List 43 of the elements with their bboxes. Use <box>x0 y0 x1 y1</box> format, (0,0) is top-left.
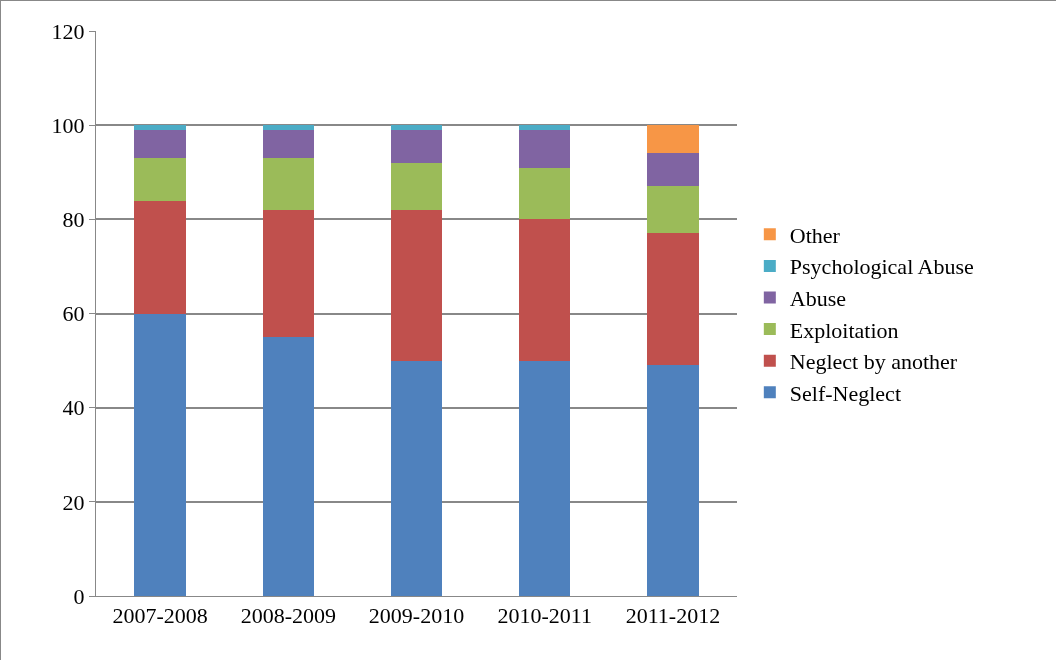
bar <box>134 125 186 130</box>
x-tick-label: 2010-2011 <box>497 603 592 629</box>
bar <box>519 167 571 220</box>
bar <box>519 360 571 596</box>
y-tick-label: 120 <box>51 18 85 44</box>
x-tick-label: 2009-2010 <box>368 603 465 629</box>
bar <box>390 162 443 210</box>
legend-label: Neglect by another <box>789 349 958 375</box>
legend-label: Other <box>789 222 841 248</box>
bar <box>647 233 699 366</box>
y-tick-label: 60 <box>62 301 85 327</box>
bar <box>134 200 186 314</box>
bar <box>647 365 699 596</box>
bar <box>262 125 314 130</box>
y-tick-label: 20 <box>62 489 85 515</box>
x-tick-label: 2011-2012 <box>625 603 721 629</box>
x-tick-label: 2008-2009 <box>240 603 336 629</box>
bar <box>134 313 186 596</box>
bar <box>519 129 571 168</box>
bar <box>647 153 699 187</box>
bar <box>519 219 571 361</box>
bar <box>134 158 186 201</box>
legend-label: Psychological Abuse <box>789 254 974 280</box>
legend-label: Exploitation <box>789 317 899 343</box>
legend-label: Self-Neglect <box>789 380 901 406</box>
bar <box>262 337 314 596</box>
bar <box>134 129 186 159</box>
bar <box>647 125 699 154</box>
bar <box>390 129 443 163</box>
bar <box>390 209 443 361</box>
y-tick-label: 0 <box>73 583 85 609</box>
y-tick-label: 100 <box>51 112 85 138</box>
bar <box>519 125 571 130</box>
bar <box>262 158 314 210</box>
x-tick-label: 2007-2008 <box>112 603 208 629</box>
legend-label: Abuse <box>789 286 847 312</box>
bar <box>262 129 314 159</box>
y-tick-label: 40 <box>62 395 85 421</box>
bar <box>390 360 443 596</box>
bar <box>390 125 443 130</box>
bar <box>262 209 314 338</box>
y-tick-label: 80 <box>62 207 85 233</box>
bar <box>647 186 699 234</box>
